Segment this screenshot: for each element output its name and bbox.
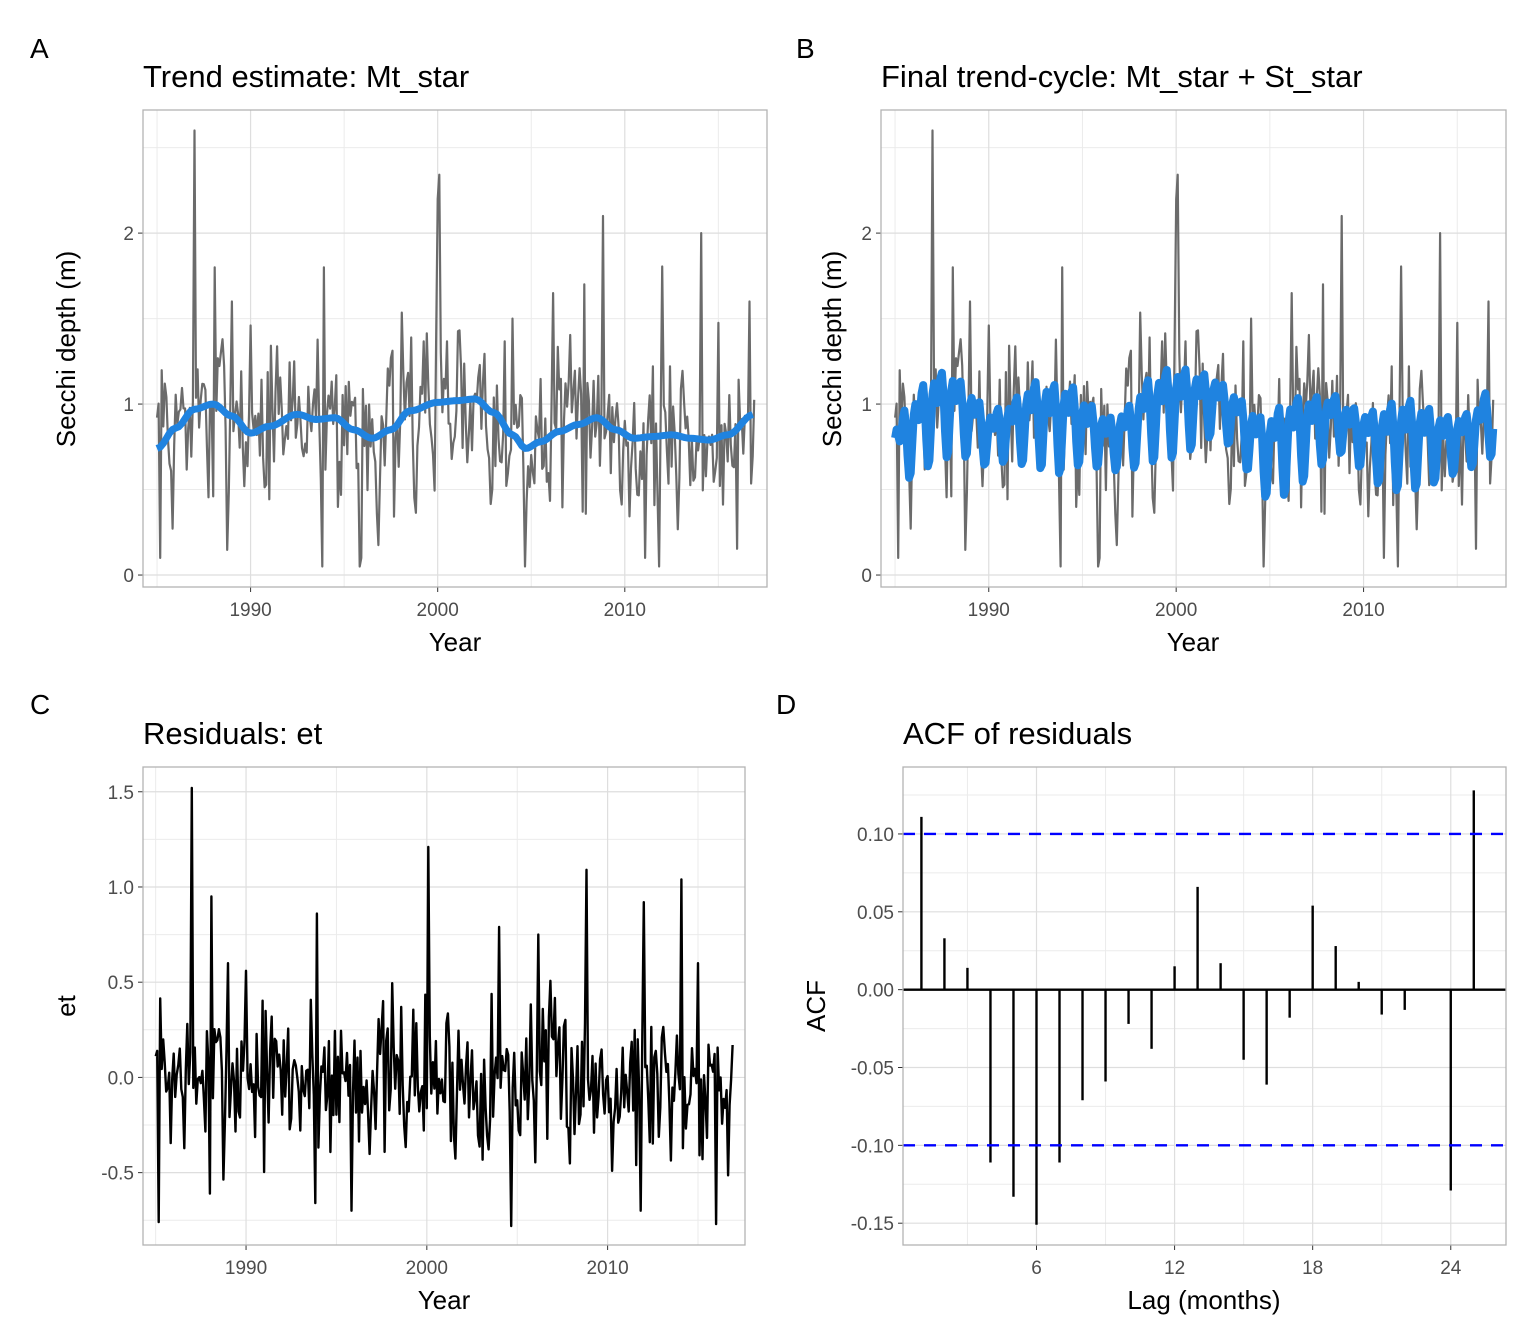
panel-b: B Final trend-cycle: Mt_star + St_star 1…	[796, 33, 1507, 657]
plot-background	[881, 110, 1506, 587]
panel-tag-d: D	[776, 689, 796, 720]
plot-background	[903, 767, 1506, 1245]
x-tick-label: 2010	[604, 600, 646, 621]
panel-tag-c: C	[30, 689, 50, 720]
y-tick-label: 0.00	[857, 981, 894, 1002]
panel-title-d: ACF of residuals	[903, 716, 1132, 751]
y-axis-label-c: et	[51, 994, 81, 1016]
y-tick-label: 2	[123, 224, 134, 245]
panel-title-c: Residuals: et	[143, 716, 323, 751]
y-tick-label: 0.10	[857, 825, 894, 846]
plot-border	[142, 109, 768, 588]
panel-c: C Residuals: et 1990 2000 2010 -0.5 0.0 0.5 1.…	[30, 689, 746, 1315]
plot-border	[902, 766, 1507, 1246]
plot-area-b: 1990 2000 2010 0 1 2	[861, 109, 1507, 621]
y-tick-label: 2	[861, 224, 872, 245]
plot-area-d: 6 12 18 24 -0.15 -0.10 -0.05 0.00 0.05 0.10	[851, 766, 1507, 1279]
x-tick-label: 2010	[1342, 600, 1384, 621]
panel-title-b: Final trend-cycle: Mt_star + St_star	[881, 59, 1363, 94]
y-tick-label: 1	[861, 395, 872, 416]
y-tick-label: 1	[123, 395, 134, 416]
x-tick-label: 2000	[417, 600, 459, 621]
y-tick-label: -0.5	[101, 1164, 134, 1185]
plot-background	[143, 110, 767, 587]
y-tick-label: 0.0	[108, 1068, 134, 1089]
y-tick-label: -0.15	[851, 1214, 894, 1235]
y-tick-label: 1.0	[108, 878, 134, 899]
y-axis-label-b: Secchi depth (m)	[817, 251, 847, 448]
plot-border	[142, 766, 746, 1246]
y-tick-label: 1.5	[108, 783, 134, 804]
x-tick-label: 12	[1164, 1258, 1185, 1279]
x-axis-label-a: Year	[429, 627, 482, 657]
x-tick-label: 1990	[968, 600, 1010, 621]
x-tick-label: 1990	[225, 1258, 267, 1279]
y-axis-label-d: ACF	[801, 980, 831, 1032]
x-axis-label-d: Lag (months)	[1127, 1285, 1280, 1315]
y-axis-label-a: Secchi depth (m)	[51, 251, 81, 448]
residuals-line	[154, 786, 734, 1228]
plot-area-a: 1990 2000 2010 0 1 2	[123, 109, 768, 621]
panel-d: D ACF of residuals 6 12 18 24 -0.15 -0.10 -0.0…	[776, 689, 1507, 1315]
y-tick-label: 0.5	[108, 973, 134, 994]
plot-background	[143, 767, 745, 1245]
x-tick-label: 2000	[406, 1258, 448, 1279]
y-tick-label: 0.05	[857, 903, 894, 924]
x-axis-label-b: Year	[1167, 627, 1220, 657]
x-tick-label: 1990	[229, 600, 271, 621]
trend-cycle-line	[891, 365, 1498, 501]
panel-a: A Trend estimate: Mt_star 1990 2000 201001…	[30, 33, 768, 657]
panel-title-a: Trend estimate: Mt_star	[143, 59, 469, 94]
y-tick-label: -0.10	[851, 1136, 894, 1157]
panel-tag-a: A	[30, 33, 49, 64]
plot-border	[880, 109, 1507, 588]
x-tick-label: 2000	[1155, 600, 1197, 621]
y-tick-label: -0.05	[851, 1059, 894, 1080]
x-tick-label: 24	[1440, 1258, 1462, 1279]
y-tick-label: 0	[861, 566, 872, 587]
plot-area-c: 1990 2000 2010 -0.5 0.0 0.5 1.0 1.5	[101, 766, 746, 1279]
x-tick-label: 18	[1302, 1258, 1323, 1279]
x-axis-label-c: Year	[418, 1285, 471, 1315]
panel-tag-b: B	[796, 33, 815, 64]
x-tick-label: 2010	[586, 1258, 628, 1279]
trend-line	[155, 395, 755, 452]
y-tick-label: 0	[123, 566, 134, 587]
x-tick-label: 6	[1031, 1258, 1042, 1279]
